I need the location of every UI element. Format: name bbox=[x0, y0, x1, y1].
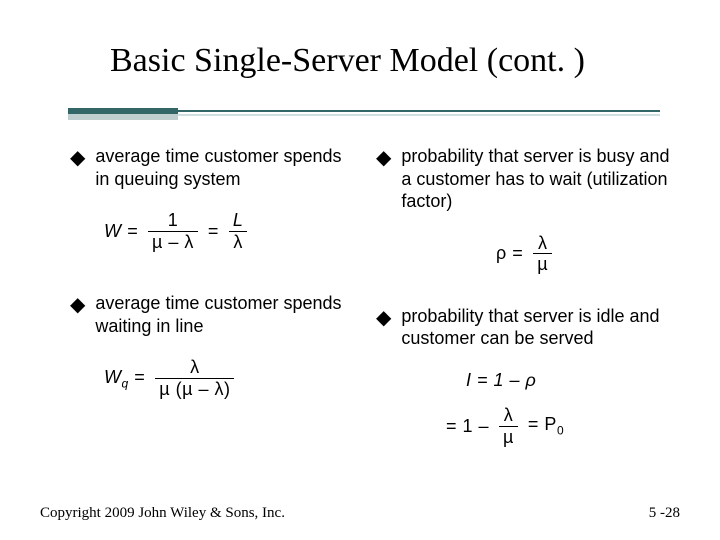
equation-I2: = 1 – λ µ = P0 bbox=[446, 405, 670, 447]
page-number: 5 -28 bbox=[649, 505, 680, 522]
bullet-text: average time customer spends waiting in … bbox=[95, 292, 352, 337]
eq-P0: = P0 bbox=[528, 414, 564, 438]
bullet-icon: ◆ bbox=[70, 294, 85, 316]
equation-I1: I = 1 – ρ bbox=[466, 370, 670, 391]
bullet-text: average time customer spends in queuing … bbox=[95, 145, 352, 190]
eq-rho: ρ = bbox=[496, 243, 523, 264]
bullet-right-1: ◆ probability that server is busy and a … bbox=[376, 145, 670, 213]
eq-lhs: W = bbox=[104, 221, 138, 242]
bullet-left-2: ◆ average time customer spends waiting i… bbox=[70, 292, 352, 337]
frac-L-over-lambda: L λ bbox=[229, 210, 248, 252]
eq-equals: = bbox=[208, 221, 219, 242]
bullet-right-2: ◆ probability that server is idle and cu… bbox=[376, 305, 670, 350]
frac-lambda-over-mu: λ µ bbox=[533, 233, 552, 275]
bullet-text: probability that server is busy and a cu… bbox=[401, 145, 670, 213]
equation-W: W = 1 µ – λ = L λ bbox=[104, 210, 352, 252]
slide-title: Basic Single-Server Model (cont. ) bbox=[110, 42, 585, 80]
left-column: ◆ average time customer spends in queuin… bbox=[70, 145, 370, 477]
equation-Wq: Wq = λ µ (µ – λ) bbox=[104, 357, 352, 399]
copyright: Copyright 2009 John Wiley & Sons, Inc. bbox=[40, 505, 285, 522]
equation-rho: ρ = λ µ bbox=[496, 233, 670, 275]
frac-lambda-over-mu-2: λ µ bbox=[499, 405, 518, 447]
title-underline bbox=[68, 108, 660, 114]
right-column: ◆ probability that server is busy and a … bbox=[370, 145, 670, 477]
frac-lambda-over-mu-mu-lambda: λ µ (µ – λ) bbox=[155, 357, 234, 399]
slide: Basic Single-Server Model (cont. ) ◆ ave… bbox=[0, 0, 720, 540]
bullet-icon: ◆ bbox=[376, 147, 391, 169]
bullet-left-1: ◆ average time customer spends in queuin… bbox=[70, 145, 352, 190]
eq-lhs-Wq: Wq = bbox=[104, 367, 145, 391]
bullet-icon: ◆ bbox=[376, 307, 391, 329]
frac-1-over-mu-lambda: 1 µ – λ bbox=[148, 210, 198, 252]
bullet-icon: ◆ bbox=[70, 147, 85, 169]
content: ◆ average time customer spends in queuin… bbox=[70, 145, 670, 477]
bullet-text: probability that server is idle and cust… bbox=[401, 305, 670, 350]
